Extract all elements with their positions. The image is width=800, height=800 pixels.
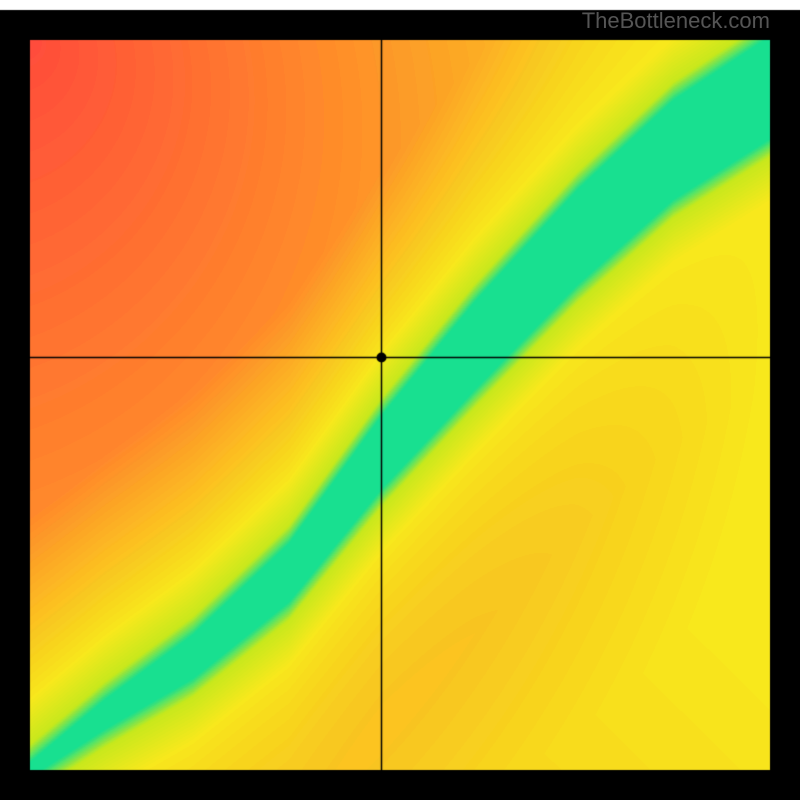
bottleneck-heatmap bbox=[0, 0, 800, 800]
watermark-text: TheBottleneck.com bbox=[582, 8, 770, 34]
